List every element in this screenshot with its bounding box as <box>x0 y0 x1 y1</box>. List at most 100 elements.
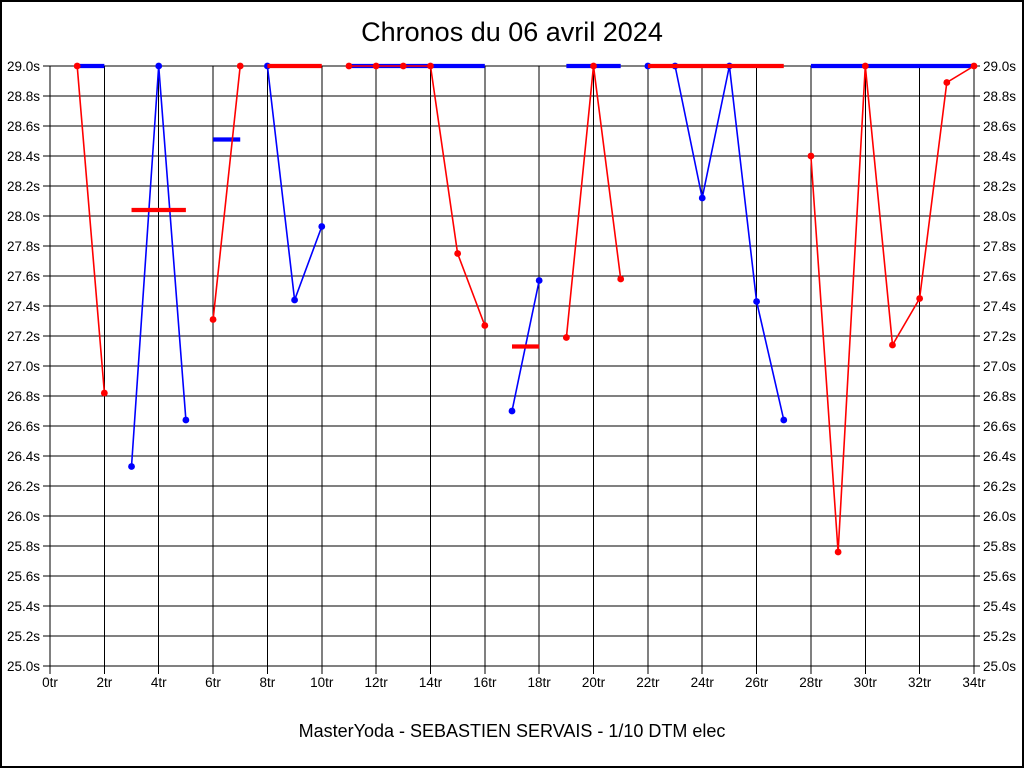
y-axis-tick-label-left: 26.2s <box>7 479 40 494</box>
chart-subtitle: MasterYoda - SEBASTIEN SERVAIS - 1/10 DT… <box>298 721 726 741</box>
series-blue-line <box>266 65 323 301</box>
y-axis-tick-label-right: 28.2s <box>983 179 1016 194</box>
series-red-data-point <box>562 334 570 341</box>
y-axis-tick-label-right: 27.0s <box>983 359 1016 374</box>
y-axis-tick-label-left: 25.4s <box>7 599 40 614</box>
y-axis-tick-label-right: 26.8s <box>983 389 1016 404</box>
y-axis-tick-label-right: 28.8s <box>983 89 1016 104</box>
x-axis-tick-label: 20tr <box>582 675 606 690</box>
series-blue-line <box>647 65 785 421</box>
series-blue-data-point <box>535 277 543 284</box>
y-axis-tick-label-right: 25.0s <box>983 659 1016 674</box>
x-axis-tick-label: 28tr <box>799 675 823 690</box>
series-blue-data-point <box>698 194 706 202</box>
x-axis-tick-label: 2tr <box>96 675 112 690</box>
y-axis-tick-label-right: 26.2s <box>983 479 1016 494</box>
y-axis-tick-label-right: 27.8s <box>983 239 1016 254</box>
x-axis-tick-label: 8tr <box>260 675 276 690</box>
series-red-data-point <box>345 62 353 70</box>
series-blue-data-point <box>291 296 298 304</box>
y-axis-tick-label-left: 28.8s <box>7 89 40 104</box>
x-axis-tick-label: 10tr <box>310 675 334 690</box>
x-axis-tick-label: 6tr <box>205 675 221 690</box>
chart-title: Chronos du 06 avril 2024 <box>361 17 663 47</box>
y-axis-tick-label-left: 27.0s <box>7 359 40 374</box>
y-axis-tick-label-left: 25.2s <box>7 629 40 644</box>
y-axis-tick-label-right: 28.4s <box>983 149 1016 164</box>
y-axis-tick-label-left: 25.8s <box>7 539 40 554</box>
series-red-data-point <box>970 62 978 70</box>
grid <box>43 65 980 674</box>
series-red-data-point <box>236 62 244 70</box>
y-axis-tick-label-left: 27.4s <box>7 299 40 314</box>
y-axis-tick-label-right: 25.8s <box>983 539 1016 554</box>
y-axis-tick-label-left: 26.8s <box>7 389 40 404</box>
series-red-data-point <box>834 548 842 556</box>
x-axis-tick-label: 30tr <box>854 675 878 690</box>
series-red-data-point <box>807 152 815 160</box>
series-blue <box>77 62 974 470</box>
y-axis-tick-label-right: 25.6s <box>983 569 1016 584</box>
series-red-line <box>76 65 106 394</box>
y-axis-tick-label-right: 26.4s <box>983 449 1016 464</box>
series-red-data-point <box>100 389 108 397</box>
series-blue-data-point <box>155 62 163 70</box>
y-axis-tick-label-left: 28.6s <box>7 119 40 134</box>
x-axis-tick-label: 34tr <box>962 675 986 690</box>
y-axis-tick-label-right: 26.0s <box>983 509 1016 524</box>
series-red-line <box>212 65 241 320</box>
y-axis-tick-label-left: 26.0s <box>7 509 40 524</box>
x-axis-tick-label: 14tr <box>419 675 443 690</box>
y-axis-tick-label-left: 25.6s <box>7 569 40 584</box>
x-axis-tick-label: 12tr <box>364 675 388 690</box>
y-axis-tick-label-right: 29.0s <box>983 59 1016 74</box>
x-axis-tick-label: 22tr <box>636 675 660 690</box>
y-axis-tick-label-left: 28.2s <box>7 179 40 194</box>
y-axis-tick-label-left: 29.0s <box>7 59 40 74</box>
x-axis-tick-label: 4tr <box>151 675 167 690</box>
series-blue-data-point <box>128 463 135 470</box>
series-red-data-point <box>73 62 81 70</box>
series-red-data-point <box>617 275 625 283</box>
y-axis-tick-label-left: 28.0s <box>7 209 40 224</box>
x-axis-tick-label: 16tr <box>473 675 497 690</box>
series-red-data-point <box>454 250 462 257</box>
series-blue-data-point <box>753 298 760 305</box>
series-red-data-point <box>916 295 924 302</box>
series-red-data-point <box>372 62 380 70</box>
series-red <box>73 62 978 556</box>
series-red-data-point <box>209 316 217 323</box>
y-axis-tick-label-right: 25.4s <box>983 599 1016 614</box>
series-red-data-point <box>889 341 896 349</box>
series-red-line <box>810 65 975 553</box>
x-axis-tick-label: 24tr <box>691 675 715 690</box>
y-axis-tick-label-right: 28.0s <box>983 209 1016 224</box>
series-blue-data-point <box>780 416 788 424</box>
y-axis-tick-label-right: 25.2s <box>983 629 1016 644</box>
series-blue-data-point <box>182 416 190 424</box>
y-axis-tick-label-left: 27.6s <box>7 269 40 284</box>
x-axis-tick-label: 32tr <box>908 675 932 690</box>
series-red-data-point <box>427 62 434 70</box>
y-axis-tick-label-right: 28.6s <box>983 119 1016 134</box>
series-red-data-point <box>590 62 597 70</box>
series-red-data-point <box>943 79 951 86</box>
series-blue-data-point <box>318 223 326 230</box>
y-axis-tick-label-left: 27.8s <box>7 239 40 254</box>
series-red-data-point <box>481 322 489 329</box>
y-axis-tick-label-left: 26.4s <box>7 449 40 464</box>
y-axis-tick-label-right: 27.6s <box>983 269 1016 284</box>
y-axis-tick-label-left: 27.2s <box>7 329 40 344</box>
x-axis-tick-label: 26tr <box>745 675 769 690</box>
y-axis-tick-label-left: 25.0s <box>7 659 40 674</box>
series-red-line <box>348 65 486 326</box>
series-blue-data-point <box>508 407 516 415</box>
y-axis-tick-label-left: 26.6s <box>7 419 40 434</box>
y-axis-tick-label-right: 27.4s <box>983 299 1016 314</box>
x-axis-tick-label: 18tr <box>528 675 552 690</box>
series-red-data-point <box>399 62 407 70</box>
series-red-data-point <box>861 62 869 70</box>
y-axis-tick-label-left: 28.4s <box>7 149 40 164</box>
